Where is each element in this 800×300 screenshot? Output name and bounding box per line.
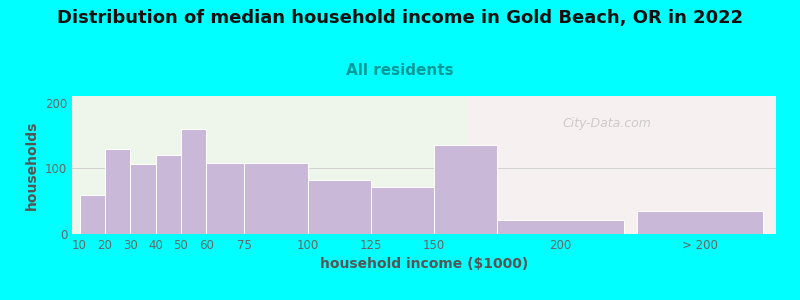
Bar <box>371 187 434 234</box>
Bar <box>244 163 307 234</box>
Bar <box>637 211 763 234</box>
Bar <box>130 164 155 234</box>
Bar <box>79 195 105 234</box>
X-axis label: household income ($1000): household income ($1000) <box>320 257 528 272</box>
Bar <box>467 96 776 234</box>
Bar <box>155 155 181 234</box>
Bar <box>181 129 206 234</box>
Bar <box>434 145 498 234</box>
Y-axis label: households: households <box>26 120 39 210</box>
Text: Distribution of median household income in Gold Beach, OR in 2022: Distribution of median household income … <box>57 9 743 27</box>
Text: City-Data.com: City-Data.com <box>562 117 651 130</box>
Bar <box>105 148 130 234</box>
Bar <box>307 180 371 234</box>
Bar <box>206 163 244 234</box>
Bar <box>498 220 624 234</box>
Text: All residents: All residents <box>346 63 454 78</box>
